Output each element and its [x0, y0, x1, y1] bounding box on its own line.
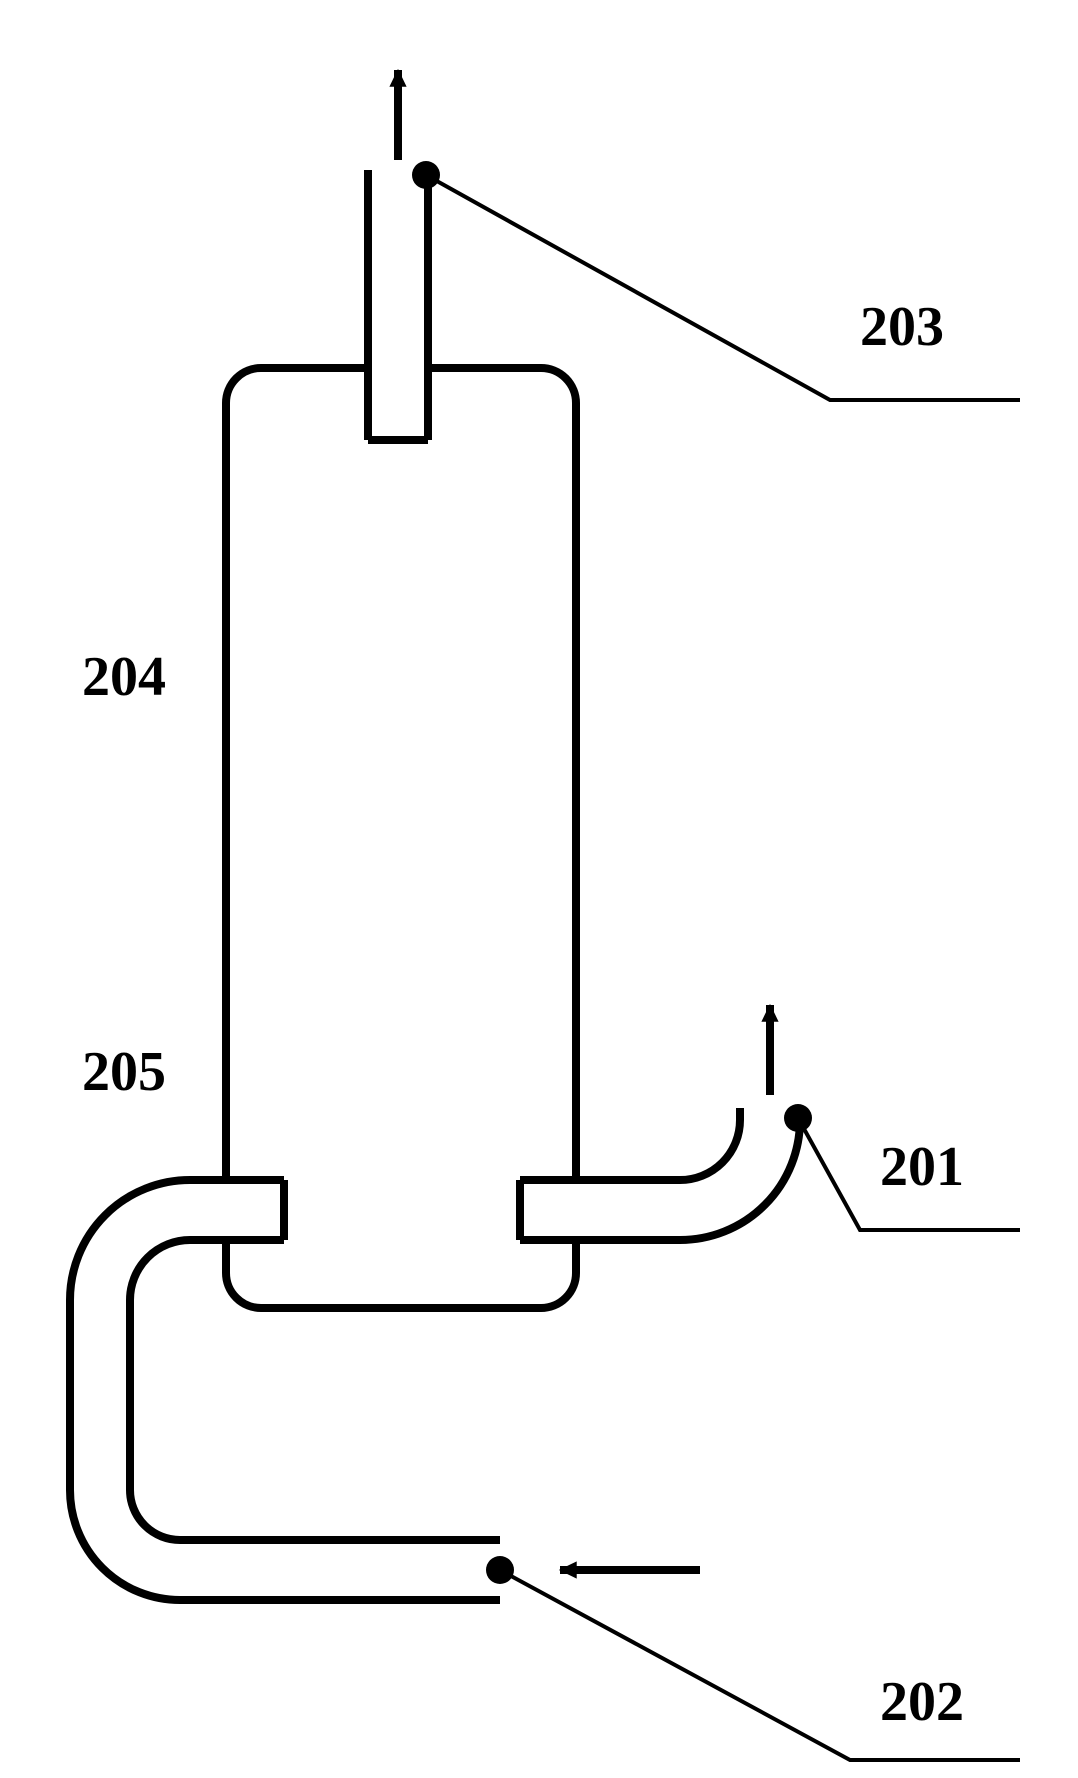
arrow-right-outlet-head [762, 1005, 778, 1021]
vessel-body [226, 368, 576, 1308]
callout-label-205: 205 [82, 1041, 166, 1103]
callout-label-204: 204 [82, 646, 166, 708]
right-outlet-outer [520, 1108, 800, 1240]
arrow-top-outlet-head [390, 70, 406, 86]
callout-label-202: 202 [880, 1671, 964, 1733]
callout-label-203: 203 [860, 296, 944, 358]
right-outlet-inner [586, 1108, 740, 1180]
arrow-left-inlet-head [560, 1562, 576, 1578]
left-inlet-inner [130, 1240, 500, 1540]
callout-label-201: 201 [880, 1136, 964, 1198]
